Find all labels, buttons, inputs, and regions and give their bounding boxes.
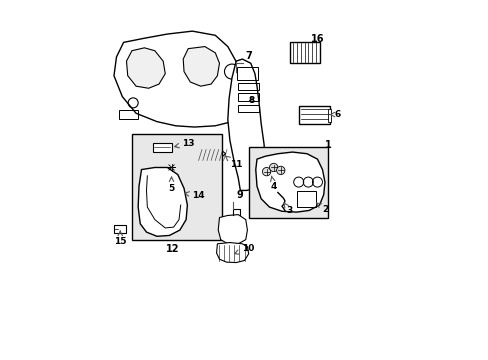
PathPatch shape (138, 167, 187, 236)
Bar (237, 67, 258, 80)
PathPatch shape (255, 152, 325, 212)
Bar (298, 106, 329, 124)
Circle shape (276, 166, 285, 175)
Text: 2: 2 (316, 203, 328, 214)
Circle shape (162, 158, 181, 177)
Bar (238, 83, 259, 90)
Text: 8: 8 (248, 96, 254, 105)
Bar (119, 109, 138, 119)
Text: 1: 1 (325, 140, 331, 149)
PathPatch shape (114, 31, 243, 127)
PathPatch shape (227, 59, 265, 190)
PathPatch shape (218, 215, 247, 244)
PathPatch shape (194, 147, 225, 161)
Text: 15: 15 (114, 231, 126, 246)
Text: 10: 10 (234, 244, 253, 254)
Text: 9: 9 (236, 190, 243, 199)
Bar (238, 93, 259, 101)
Text: 16: 16 (310, 35, 324, 45)
Bar (114, 225, 126, 233)
Bar (248, 147, 327, 217)
Text: 12: 12 (165, 244, 179, 254)
Circle shape (269, 163, 277, 172)
Text: 13: 13 (174, 139, 194, 148)
Text: 3: 3 (283, 203, 292, 215)
Bar (297, 191, 316, 207)
Text: 6: 6 (329, 110, 341, 119)
Circle shape (262, 167, 270, 176)
PathPatch shape (183, 46, 219, 86)
Bar (152, 143, 171, 152)
Text: 5: 5 (168, 177, 174, 193)
PathPatch shape (216, 243, 248, 262)
Bar (327, 109, 330, 122)
Bar (290, 41, 319, 63)
Bar (238, 104, 259, 112)
Bar (132, 134, 221, 240)
Text: 14: 14 (184, 191, 204, 200)
PathPatch shape (126, 48, 165, 88)
Text: 11: 11 (224, 156, 242, 169)
Text: 4: 4 (270, 176, 277, 191)
Text: 7: 7 (245, 51, 252, 61)
